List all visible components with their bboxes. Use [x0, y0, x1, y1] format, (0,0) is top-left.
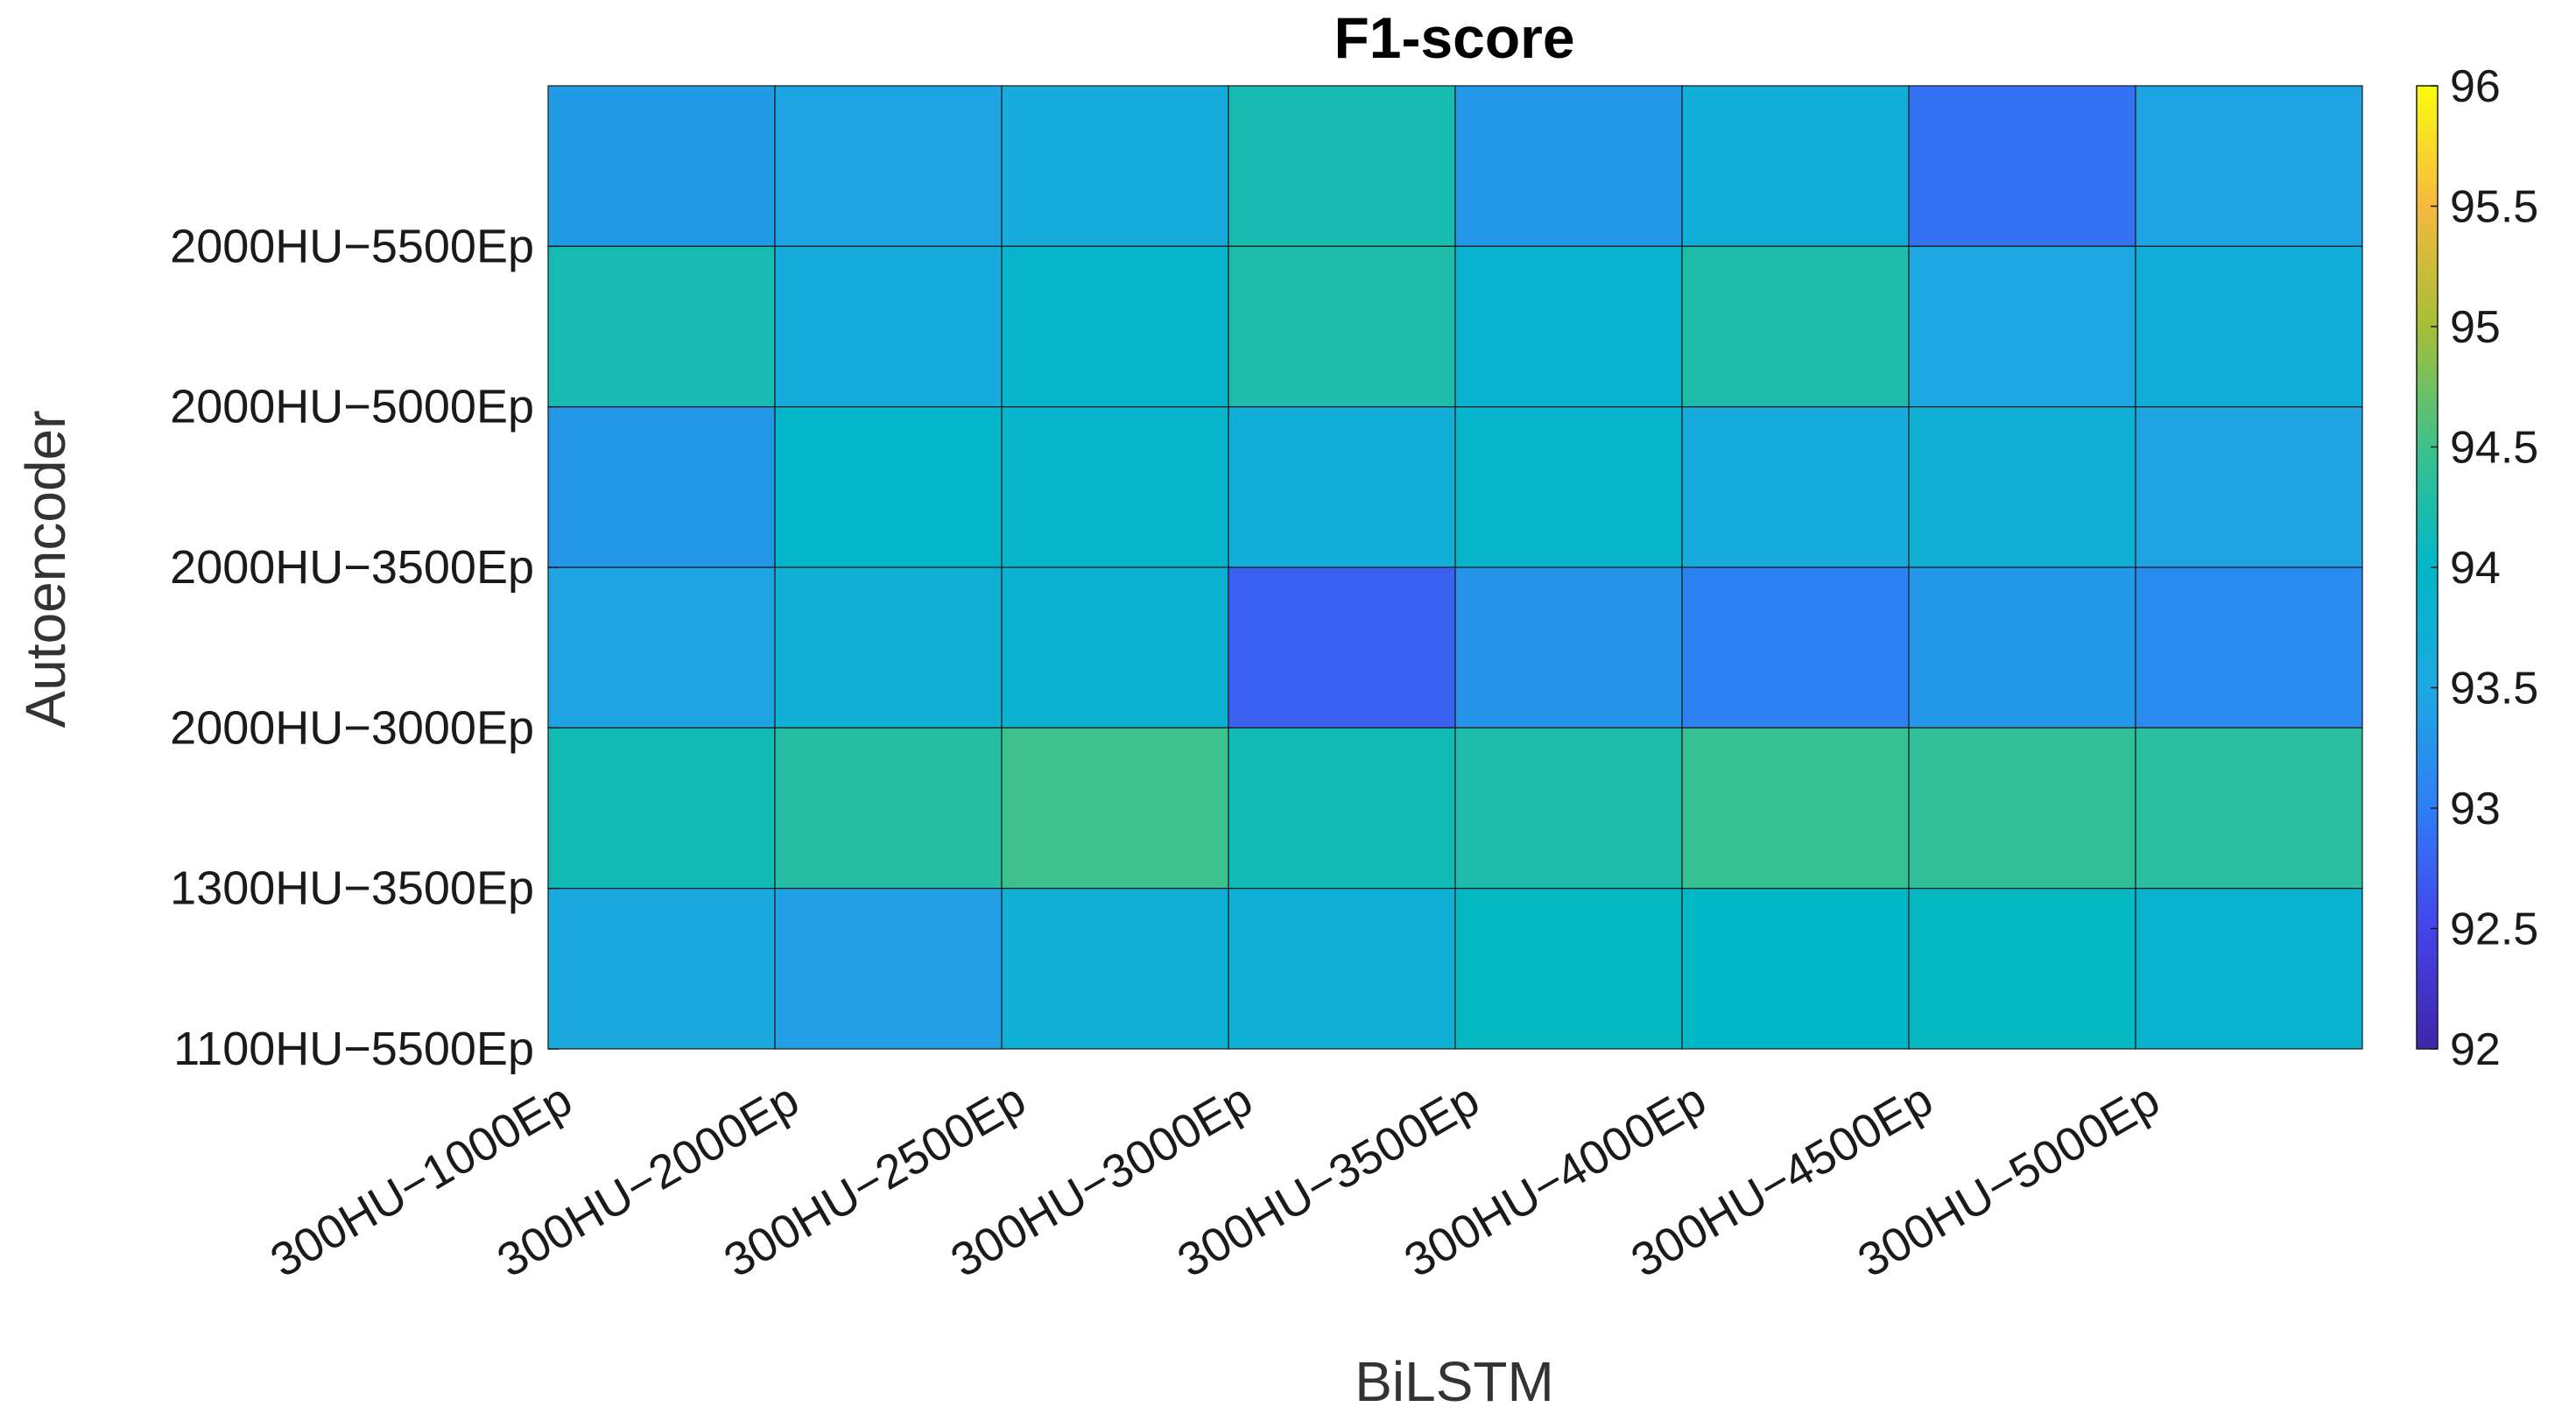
heatmap-cell — [1228, 888, 1456, 1050]
heatmap-cell — [547, 245, 776, 408]
colorbar-tick-label: 92.5 — [2450, 904, 2538, 955]
heatmap-cell — [1681, 727, 1910, 890]
heatmap-cell — [1681, 245, 1910, 408]
heatmap-cell — [1681, 85, 1910, 247]
heatmap-cell — [1001, 888, 1229, 1050]
colorbar-tick-label: 94 — [2450, 543, 2501, 594]
heatmap-cell — [1681, 888, 1910, 1050]
heatmap-cell — [1001, 727, 1229, 890]
heatmap-cells — [547, 85, 2363, 1050]
heatmap-cell — [1228, 245, 1456, 408]
heatmap-cell — [2135, 888, 2363, 1050]
y-axis-label: Autoencoder — [14, 411, 77, 728]
heatmap-cell — [1908, 85, 2136, 247]
y-tick-label: 2000HU−3500Ep — [170, 541, 534, 594]
y-tick-label: 2000HU−5000Ep — [170, 381, 534, 433]
heatmap-cell — [1908, 245, 2136, 408]
colorbar-tick-label: 94.5 — [2450, 423, 2538, 474]
colorbar-tick-label: 96 — [2450, 61, 2501, 112]
heatmap-cell — [1454, 85, 1683, 247]
y-tick-label: 1300HU−3500Ep — [170, 862, 534, 915]
heatmap-cell — [1454, 245, 1683, 408]
colorbar-tick-label: 95.5 — [2450, 182, 2538, 233]
colorbar-tick-label: 93.5 — [2450, 664, 2538, 714]
heatmap-cell — [774, 727, 1003, 890]
y-tick-label: 1100HU−5500Ep — [173, 1023, 534, 1075]
heatmap-cell — [1228, 406, 1456, 568]
colorbar-tick-label: 93 — [2450, 784, 2501, 834]
heatmap-cell — [1228, 566, 1456, 728]
heatmap-cell — [1681, 406, 1910, 568]
heatmap-cell — [1908, 566, 2136, 728]
heatmap-cell — [1001, 85, 1229, 247]
heatmap-cell — [2135, 245, 2363, 408]
heatmap-cell — [774, 85, 1003, 247]
heatmap-cell — [1001, 245, 1229, 408]
heatmap-cell — [774, 566, 1003, 728]
heatmap-cell — [1454, 566, 1683, 728]
y-tick-label: 2000HU−5500Ep — [170, 220, 534, 272]
heatmap-cell — [1228, 85, 1456, 247]
heatmap-cell — [547, 85, 776, 247]
heatmap-cell — [547, 727, 776, 890]
heatmap-cell — [1908, 888, 2136, 1050]
heatmap-cell — [1454, 727, 1683, 890]
heatmap-cell — [2135, 566, 2363, 728]
heatmap-cell — [1454, 406, 1683, 568]
heatmap-cell — [547, 406, 776, 568]
heatmap-cell — [1454, 888, 1683, 1050]
heatmap-cell — [1908, 727, 2136, 890]
heatmap-cell — [2135, 406, 2363, 568]
x-tick-labels: 300HU−1000Ep300HU−2000Ep300HU−2500Ep300H… — [262, 1073, 2168, 1288]
heatmap-cell — [774, 245, 1003, 408]
x-axis-label: BiLSTM — [1355, 1350, 1554, 1413]
colorbar: 92 92.5 93 93.5 94 94.5 95 95.5 96 — [2416, 61, 2538, 1075]
heatmap-cell — [774, 406, 1003, 568]
heatmap-cell — [1001, 406, 1229, 568]
chart-title: F1-score — [1334, 5, 1574, 70]
colorbar-ticks: 92 92.5 93 93.5 94 94.5 95 95.5 96 — [2431, 61, 2538, 1075]
y-tick-label: 2000HU−3000Ep — [170, 701, 534, 754]
colorbar-tick-label: 92 — [2450, 1024, 2501, 1075]
heatmap-cell — [1681, 566, 1910, 728]
heatmap-cell — [1908, 406, 2136, 568]
heatmap-cell — [547, 566, 776, 728]
y-tick-labels: 2000HU−5500Ep 2000HU−5000Ep 2000HU−3500Ep 2… — [170, 220, 559, 1075]
colorbar-tick-label: 95 — [2450, 302, 2501, 353]
heatmap-cell — [547, 888, 776, 1050]
heatmap-cell — [1001, 566, 1229, 728]
heatmap-cell — [774, 888, 1003, 1050]
heatmap-cell — [1228, 727, 1456, 890]
heatmap-cell — [2135, 85, 2363, 247]
heatmap-cell — [2135, 727, 2363, 890]
